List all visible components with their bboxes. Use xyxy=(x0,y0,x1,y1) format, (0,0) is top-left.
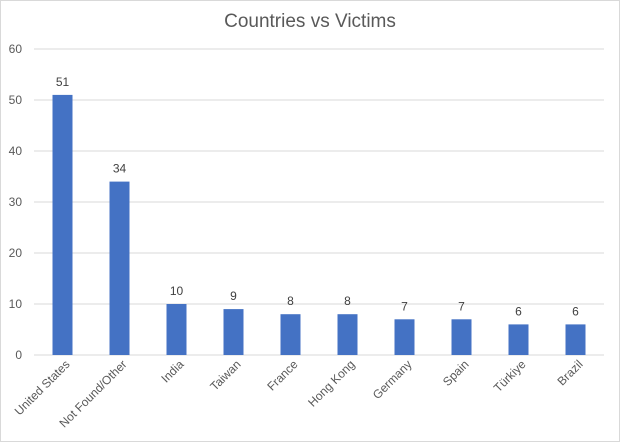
y-tick-label: 20 xyxy=(9,246,23,260)
data-labels: 51 34 10 9 8 8 7 7 6 6 xyxy=(56,75,579,318)
bar xyxy=(166,304,187,355)
x-tick-label: Türkiye xyxy=(491,357,529,395)
data-label: 6 xyxy=(515,304,522,318)
data-label: 10 xyxy=(170,284,184,298)
x-tick-label: Germany xyxy=(370,357,415,402)
y-tick-label: 60 xyxy=(9,42,23,56)
data-label: 7 xyxy=(401,299,408,313)
bar xyxy=(394,319,415,355)
bar xyxy=(565,324,586,355)
x-tick-label: Hong Kong xyxy=(305,357,357,409)
y-tick-label: 10 xyxy=(9,297,23,311)
data-label: 8 xyxy=(344,294,351,308)
y-tick-label: 30 xyxy=(9,195,23,209)
bar xyxy=(52,94,73,356)
x-tick-label: Brazil xyxy=(554,357,585,388)
bar xyxy=(223,309,244,355)
chart-title: Countries vs Victims xyxy=(224,11,396,32)
bar xyxy=(280,314,301,355)
data-label: 51 xyxy=(56,75,70,89)
bars xyxy=(52,94,586,356)
bar xyxy=(337,314,358,355)
x-tick-label: Spain xyxy=(440,357,472,389)
y-tick-label: 50 xyxy=(9,93,23,107)
data-label: 6 xyxy=(572,304,579,318)
bar xyxy=(109,181,130,355)
x-tick-label: France xyxy=(264,357,301,394)
y-tick-label: 0 xyxy=(15,348,22,362)
x-tick-label: India xyxy=(158,357,187,386)
data-label: 9 xyxy=(230,289,237,303)
y-axis: 0 10 20 30 40 50 60 xyxy=(9,42,23,362)
data-label: 8 xyxy=(287,294,294,308)
bar xyxy=(508,324,529,355)
y-tick-label: 40 xyxy=(9,144,23,158)
bar xyxy=(451,319,472,355)
x-tick-label: United States xyxy=(12,357,73,418)
x-tick-label: Taiwan xyxy=(207,357,243,393)
data-label: 34 xyxy=(113,162,127,176)
data-label: 7 xyxy=(458,299,465,313)
